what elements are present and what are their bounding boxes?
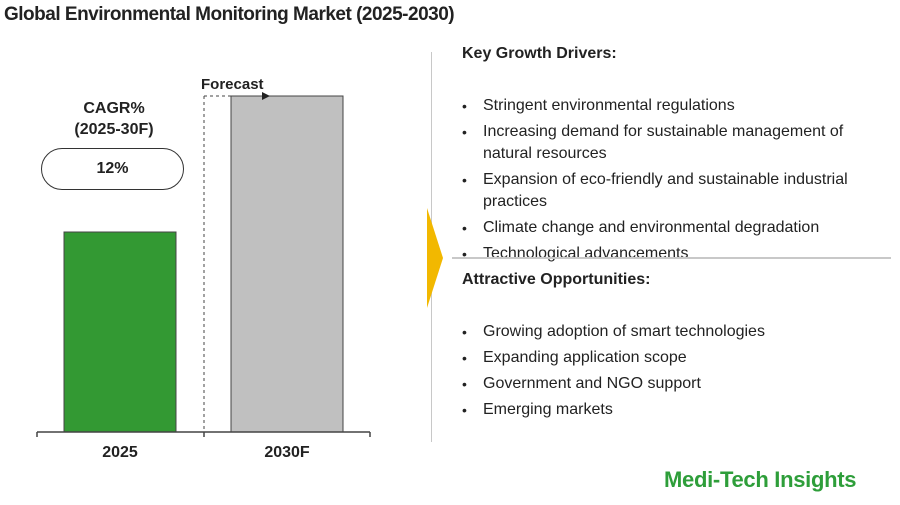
opportunity-item: Government and NGO support bbox=[462, 373, 892, 395]
cagr-label: CAGR% (2025-30F) bbox=[55, 98, 173, 140]
market-bar-chart: 2025 2030F bbox=[36, 92, 371, 461]
opportunity-item: Growing adoption of smart technologies bbox=[462, 321, 892, 343]
cagr-label-line2: (2025-30F) bbox=[74, 121, 154, 138]
cagr-value-pill: 12% bbox=[41, 148, 184, 190]
driver-item: Increasing demand for sustainable manage… bbox=[462, 121, 892, 165]
driver-item: Expansion of eco-friendly and sustainabl… bbox=[462, 169, 892, 213]
opportunities-list: Growing adoption of smart technologies Ex… bbox=[462, 321, 892, 425]
page-title: Global Environmental Monitoring Market (… bbox=[4, 4, 455, 25]
chevron-right-icon bbox=[427, 208, 443, 308]
horizontal-divider bbox=[452, 257, 891, 259]
drivers-list: Stringent environmental regulations Incre… bbox=[462, 95, 892, 269]
forecast-label: Forecast bbox=[201, 76, 264, 93]
x-tick-label: 2030F bbox=[264, 444, 310, 461]
driver-item: Technological advancements bbox=[462, 243, 892, 265]
drivers-title: Key Growth Drivers: bbox=[462, 45, 617, 62]
bar-2030F bbox=[230, 95, 344, 433]
cagr-label-line1: CAGR% bbox=[83, 100, 145, 117]
opportunity-item: Emerging markets bbox=[462, 399, 892, 421]
arrow-right-icon bbox=[262, 92, 270, 100]
driver-item: Stringent environmental regulations bbox=[462, 95, 892, 117]
driver-item: Climate change and environmental degrada… bbox=[462, 217, 892, 239]
bar-2025 bbox=[63, 231, 177, 433]
opportunities-title: Attractive Opportunities: bbox=[462, 271, 651, 288]
x-tick-label: 2025 bbox=[102, 444, 138, 461]
cagr-value: 12% bbox=[96, 160, 129, 177]
opportunity-item: Expanding application scope bbox=[462, 347, 892, 369]
brand-logo: Medi-Tech Insights bbox=[664, 467, 857, 492]
